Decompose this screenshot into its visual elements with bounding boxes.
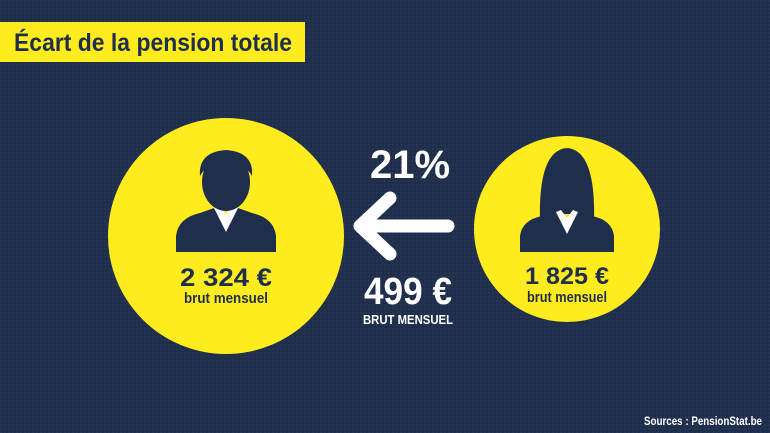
gap-percent: 21%	[370, 143, 450, 187]
women-label: brut mensuel	[527, 289, 607, 306]
gap-label: BRUT MENSUEL	[363, 312, 453, 327]
women-amount: 1 825 €	[525, 263, 609, 290]
source: Sources : PensionStat.be	[644, 414, 762, 428]
man-icon	[176, 150, 276, 252]
men-amount: 2 324 €	[180, 264, 272, 292]
title-box	[0, 22, 305, 62]
title: Écart de la pension totale	[14, 28, 292, 57]
arrow	[353, 191, 455, 261]
woman-icon	[520, 148, 614, 252]
gap-amount: 499 €	[364, 271, 452, 313]
men-label: brut mensuel	[184, 290, 268, 307]
